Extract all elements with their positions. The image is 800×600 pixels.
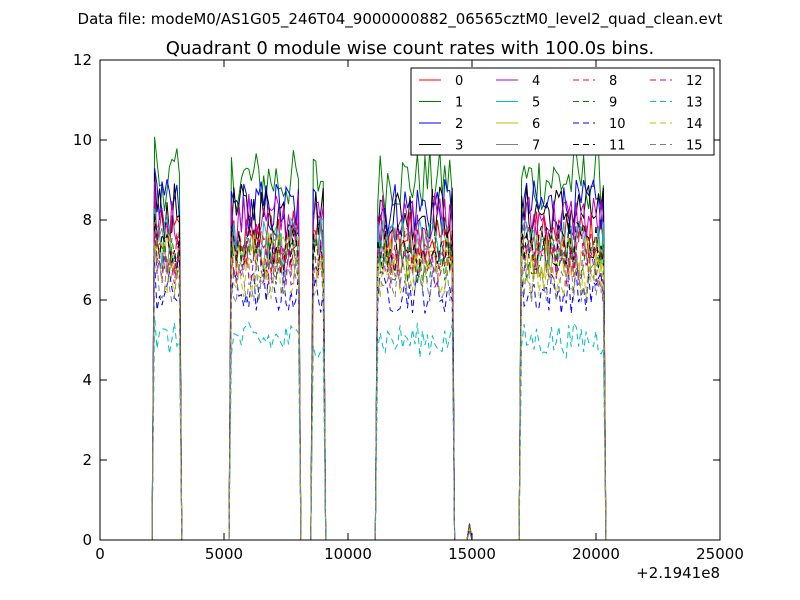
y-tick-label: 0	[82, 531, 92, 549]
legend-label-3: 3	[455, 139, 463, 154]
series-line-2	[100, 168, 607, 540]
legend-label-0: 0	[455, 74, 463, 89]
y-tick-label: 2	[82, 451, 92, 469]
series-line-4	[100, 181, 607, 540]
legend-label-2: 2	[455, 117, 463, 132]
series-line-14	[100, 244, 607, 540]
y-tick-label: 12	[73, 51, 92, 69]
y-tick-label: 6	[82, 291, 92, 309]
legend-label-10: 10	[609, 117, 626, 132]
series-line-13	[100, 315, 607, 540]
series-line-9	[100, 226, 607, 540]
series-line-11	[100, 212, 607, 540]
legend-label-5: 5	[532, 96, 540, 111]
chart-title: Quadrant 0 module wise count rates with …	[166, 38, 655, 59]
legend-label-6: 6	[532, 117, 540, 132]
y-tick-label: 4	[82, 371, 92, 389]
legend-label-14: 14	[686, 117, 703, 132]
legend-label-1: 1	[455, 96, 463, 111]
legend-label-9: 9	[609, 96, 617, 111]
x-tick-label: 5000	[205, 545, 243, 563]
x-tick-label: 25000	[696, 545, 744, 563]
legend-label-4: 4	[532, 74, 540, 89]
series-line-3	[100, 172, 607, 540]
x-tick-label: 10000	[324, 545, 372, 563]
legend-label-13: 13	[686, 96, 703, 111]
x-offset-label: +2.1941e8	[636, 564, 720, 582]
series-line-15	[100, 248, 607, 540]
series-line-5	[100, 208, 607, 540]
x-tick-label: 15000	[448, 545, 496, 563]
legend-label-7: 7	[532, 139, 540, 154]
legend-label-8: 8	[609, 74, 617, 89]
series-line-8	[100, 217, 607, 540]
legend-label-12: 12	[686, 74, 703, 89]
legend-label-15: 15	[686, 139, 703, 154]
series-line-12	[100, 230, 607, 540]
series-layer	[100, 136, 607, 540]
figure-suptitle: Data file: modeM0/AS1G05_246T04_90000008…	[78, 10, 723, 29]
legend-box	[410, 67, 715, 156]
y-tick-label: 10	[73, 131, 92, 149]
legend-label-11: 11	[609, 139, 626, 154]
x-tick-label: 0	[95, 545, 105, 563]
x-tick-label: 20000	[572, 545, 620, 563]
y-tick-label: 8	[82, 211, 92, 229]
series-line-10	[100, 262, 607, 540]
